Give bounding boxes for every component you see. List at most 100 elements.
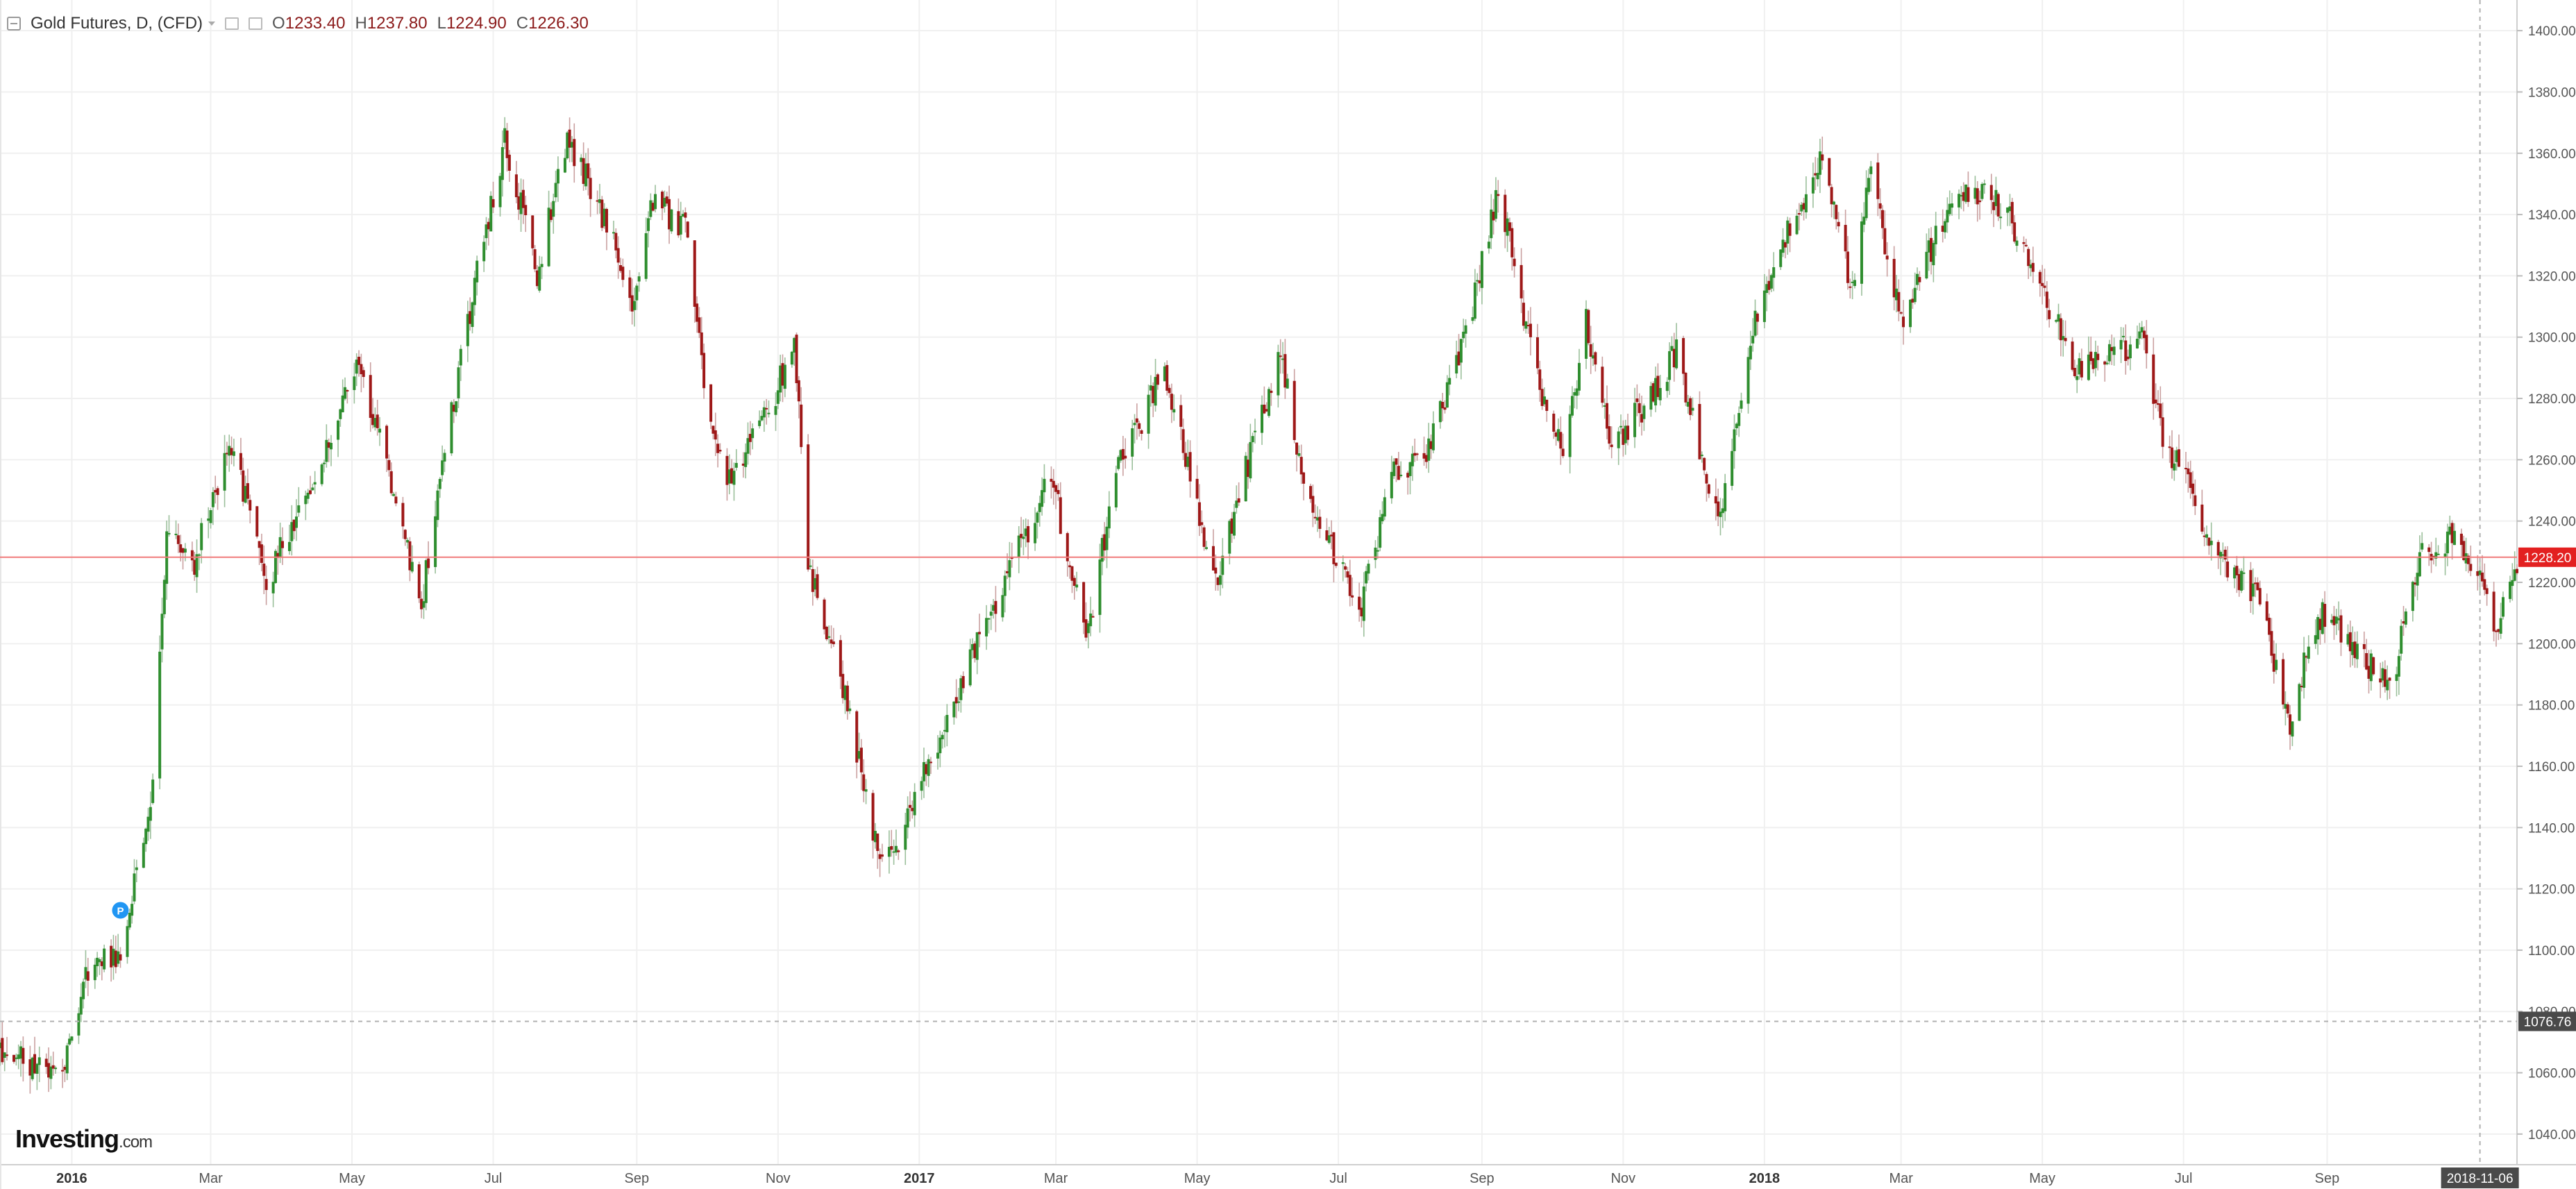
candle <box>84 950 87 988</box>
hide-icon[interactable] <box>249 17 263 30</box>
candle <box>1478 264 1481 292</box>
candle-body <box>1184 453 1187 467</box>
candle <box>774 392 777 431</box>
candle <box>264 565 268 605</box>
candle <box>1552 410 1556 439</box>
candle-body <box>1700 455 1703 457</box>
candle-body <box>297 505 301 513</box>
candle-body <box>1089 613 1093 627</box>
candle-body <box>635 285 639 301</box>
candle-body <box>2379 678 2382 683</box>
candle <box>2140 321 2144 339</box>
candle-body <box>1367 564 1370 574</box>
candle <box>2062 319 2065 357</box>
candle <box>985 605 988 650</box>
candle-body <box>973 643 977 659</box>
candle <box>1395 458 1398 482</box>
candle-body <box>1075 584 1079 588</box>
y-tick-label: 1300.00 <box>2528 331 2576 346</box>
candle <box>505 123 509 172</box>
candle-body <box>93 964 96 981</box>
candle <box>1464 319 1467 348</box>
candle <box>929 757 932 775</box>
candle-body <box>714 430 717 440</box>
candle <box>714 412 717 456</box>
candle <box>727 454 731 495</box>
candle-body <box>1010 557 1013 559</box>
candle <box>2416 557 2419 600</box>
candle-body <box>790 351 793 365</box>
candle <box>392 491 396 497</box>
candle <box>2041 264 2044 305</box>
candle-body <box>2209 541 2213 546</box>
candle-body <box>1769 275 1773 289</box>
candle <box>1327 526 1331 545</box>
candle <box>800 387 803 455</box>
y-tick-label: 1240.00 <box>2528 515 2576 530</box>
y-tick-label: 1040.00 <box>2528 1128 2576 1142</box>
candle-body <box>63 1066 67 1070</box>
collapse-icon[interactable] <box>7 17 21 31</box>
candle <box>308 475 312 496</box>
candle <box>1057 483 1060 501</box>
candle-body <box>2091 358 2095 369</box>
candle-body <box>1059 497 1062 534</box>
candle <box>552 194 555 234</box>
chevron-down-icon[interactable] <box>208 22 216 26</box>
candle <box>1733 414 1736 469</box>
candle <box>584 153 587 190</box>
candle <box>760 410 764 422</box>
candle <box>621 258 625 287</box>
candle-body <box>1698 404 1701 459</box>
candle-body <box>82 981 85 1000</box>
candle-body <box>1594 352 1597 365</box>
candle-body <box>117 951 120 964</box>
candle <box>280 527 284 565</box>
candle-body <box>2289 714 2292 735</box>
candle <box>1846 236 1849 290</box>
candle <box>1830 183 1833 218</box>
candle <box>2369 649 2373 691</box>
candle <box>1844 209 1847 259</box>
candle <box>746 422 750 465</box>
candle-body <box>1445 382 1449 408</box>
candle-body <box>1585 309 1588 359</box>
candle-body <box>2031 262 2035 272</box>
candle <box>887 830 891 874</box>
candle-body <box>1476 280 1479 282</box>
candle <box>920 776 923 800</box>
candle <box>630 278 634 325</box>
candle-body <box>1066 533 1069 562</box>
symbol-label[interactable]: Gold Futures, D, (CFD) <box>31 14 203 33</box>
candle-body <box>906 808 909 828</box>
candle <box>758 410 761 429</box>
candle <box>112 934 115 980</box>
candle <box>2135 326 2139 349</box>
candle <box>1138 421 1141 437</box>
candle <box>1392 458 1396 479</box>
candle <box>2372 656 2375 676</box>
candle <box>2209 522 2213 561</box>
candle <box>376 399 379 436</box>
candle-body <box>485 224 488 239</box>
candle-body <box>1050 478 1053 482</box>
candle-body <box>2048 310 2051 319</box>
candle <box>211 487 214 525</box>
candle-body <box>1397 466 1400 480</box>
candle <box>2284 691 2287 726</box>
candle <box>2485 584 2489 606</box>
settings-icon[interactable] <box>225 17 239 30</box>
candle-body <box>1086 623 1090 634</box>
candle-body <box>702 353 706 389</box>
candle <box>2265 593 2268 622</box>
x-tick-label: Nov <box>1611 1171 1636 1186</box>
candle <box>848 700 852 714</box>
candle-body <box>1003 575 1007 596</box>
event-marker-icon <box>112 902 129 919</box>
candle-body <box>1821 154 1824 161</box>
candle <box>1665 377 1669 398</box>
candle <box>1899 311 1903 315</box>
candle-body <box>112 948 115 966</box>
